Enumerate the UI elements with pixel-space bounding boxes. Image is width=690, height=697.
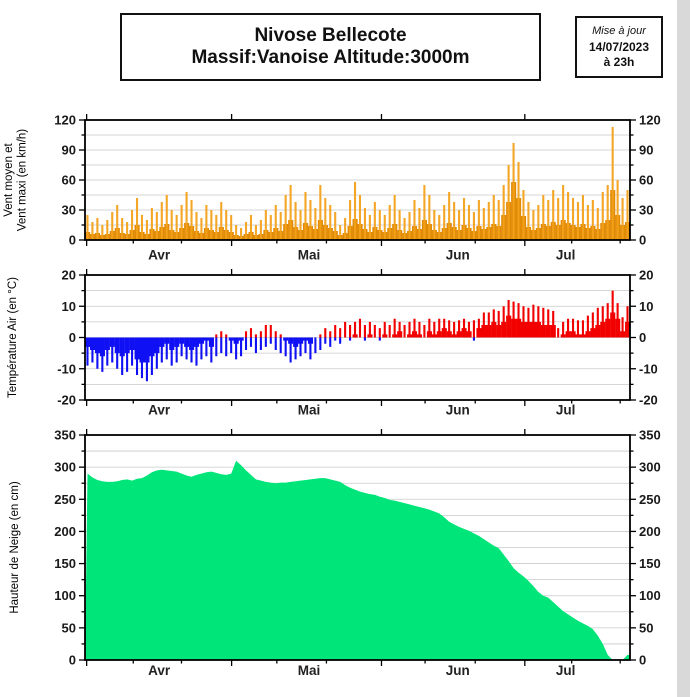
update-box: Mise à jour 14/07/2023 à 23h: [575, 16, 663, 78]
month-label-jun: Jun: [446, 248, 470, 263]
y-tick-label-left: 0: [69, 653, 76, 668]
month-label-jun: Jun: [446, 663, 470, 678]
y-tick-label-left: 0: [69, 233, 76, 248]
month-label-jul: Jul: [556, 248, 576, 263]
snow-chart: 0 0 50 50 100 100 150 150 200 200 250 250 300 300 350 3…: [9, 428, 661, 679]
temperature-data-series: [85, 290, 631, 382]
y-axis-title: Hauteur de Neige (en cm): [9, 481, 21, 613]
y-tick-label-right: 50: [639, 620, 653, 635]
month-label-avr: Avr: [148, 403, 171, 418]
y-tick-label-right: 0: [639, 233, 646, 248]
y-tick-label-right: 0: [639, 653, 646, 668]
x-ticks: [85, 269, 621, 406]
y-tick-label-left: 120: [54, 113, 76, 128]
y-tick-label-right: 90: [639, 143, 653, 158]
month-label-mai: Mai: [298, 248, 321, 263]
y-ticks: [79, 434, 636, 661]
snow-data-series: [85, 460, 630, 660]
x-ticks: [85, 429, 621, 666]
y-tick-label-left: 100: [54, 588, 76, 603]
month-label-jun: Jun: [446, 403, 470, 418]
y-tick-label-right: 0: [639, 330, 646, 345]
month-label-mai: Mai: [298, 663, 321, 678]
month-label-avr: Avr: [148, 248, 171, 263]
temperature-chart: -20 -20 -10 -10 0 0 10 10 20 20 Avr Mai Jun Jul Tempér…: [7, 268, 658, 418]
page-right-gray-strip: [677, 0, 690, 697]
y-tick-label-right: -10: [639, 361, 658, 376]
station-title-box: Nivose Bellecote Massif:Vanoise Altitude…: [120, 13, 541, 81]
x-ticks: [85, 114, 621, 246]
y-tick-label-left: 20: [62, 268, 76, 283]
month-label-mai: Mai: [298, 403, 321, 418]
y-tick-label-left: 50: [62, 620, 76, 635]
y-tick-label-left: 200: [54, 524, 76, 539]
y-ticks: [79, 274, 636, 401]
wind-data-series: [85, 127, 631, 240]
y-axis-title: Vent moyen et: [3, 142, 15, 216]
y-tick-label-right: 20: [639, 268, 653, 283]
y-tick-label-left: 10: [62, 299, 76, 314]
y-tick-label-left: 150: [54, 556, 76, 571]
month-label-jul: Jul: [556, 403, 576, 418]
y-tick-label-right: 60: [639, 173, 653, 188]
wind-chart: 0 0 30 30 60 60 90 90 120 120 Avr Mai Jun Jul Vent moy…: [3, 113, 661, 263]
station-name: Nivose Bellecote: [254, 24, 407, 46]
y-tick-label-left: 90: [62, 143, 76, 158]
y-tick-label-left: 250: [54, 492, 76, 507]
update-date: 14/07/2023: [588, 40, 650, 55]
month-label-jul: Jul: [556, 663, 576, 678]
update-label: Mise à jour: [592, 25, 646, 38]
y-tick-label-left: -10: [57, 361, 76, 376]
y-tick-label-right: 30: [639, 203, 653, 218]
y-axis-title: Température Air (en °C): [7, 277, 19, 398]
y-tick-label-right: 100: [639, 588, 661, 603]
y-tick-label-right: 250: [639, 492, 661, 507]
y-tick-label-left: 350: [54, 428, 76, 443]
y-tick-label-left: 30: [62, 203, 76, 218]
month-label-avr: Avr: [148, 663, 171, 678]
station-massif-altitude: Massif:Vanoise Altitude:3000m: [191, 47, 470, 68]
y-tick-label-right: 200: [639, 524, 661, 539]
y-tick-label-right: 10: [639, 299, 653, 314]
update-time: à 23h: [603, 54, 635, 69]
y-axis-title: Vent maxi (en km/h): [17, 129, 29, 231]
y-ticks: [79, 119, 636, 241]
y-tick-label-right: 300: [639, 460, 661, 475]
y-tick-label-left: 300: [54, 460, 76, 475]
y-tick-label-right: 120: [639, 113, 661, 128]
y-tick-label-right: 350: [639, 428, 661, 443]
y-tick-label-left: 60: [62, 173, 76, 188]
y-tick-label-right: 150: [639, 556, 661, 571]
y-tick-label-right: -20: [639, 393, 658, 408]
y-tick-label-left: -20: [57, 393, 76, 408]
y-tick-label-left: 0: [69, 330, 76, 345]
